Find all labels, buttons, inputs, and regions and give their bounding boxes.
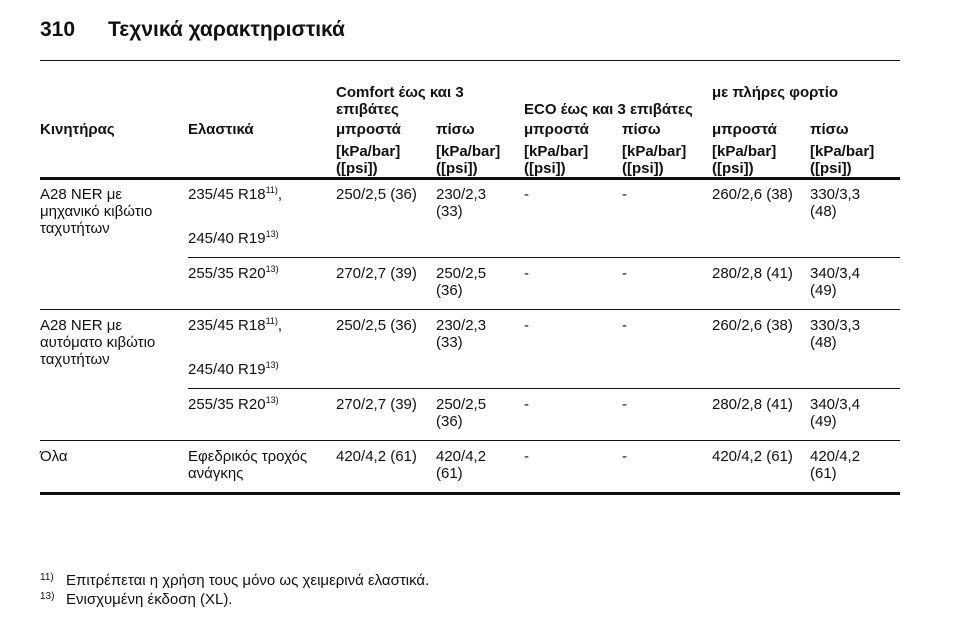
value-cell: 230/2,3 (33) xyxy=(436,317,487,351)
footnote-ref: 13) xyxy=(265,395,279,405)
tyre: 235/45 R18 xyxy=(188,186,266,203)
engine-cell: Όλα xyxy=(40,448,68,465)
value-cell: - xyxy=(622,396,627,413)
footnote-ref: 11) xyxy=(265,316,278,326)
group-header: ECO έως και 3 επιβάτες xyxy=(524,101,693,118)
engine-cell: A28 NER με μηχανικό κιβώτιο ταχυτήτων xyxy=(40,186,153,237)
footnote-mark: 13) xyxy=(40,591,55,602)
value-cell: 250/2,5 (36) xyxy=(436,396,487,430)
column-header: μπροστά xyxy=(524,121,589,138)
value-cell: - xyxy=(622,265,627,282)
unit-header: [kPa/bar] ([psi]) xyxy=(712,143,777,177)
tyre-cell: 245/40 R1913) xyxy=(188,360,328,379)
column-header: Κινητήρας xyxy=(40,121,115,138)
tyre: 235/45 R18 xyxy=(188,317,266,334)
value-cell: - xyxy=(622,317,627,334)
tyre: 245/40 R19 xyxy=(188,361,266,378)
tyre: 255/35 R20 xyxy=(188,265,266,282)
table-rule xyxy=(188,257,900,258)
tyre-cell: 235/45 R1811), xyxy=(188,185,328,204)
value-cell: 270/2,7 (39) xyxy=(336,265,417,282)
tyre-cell: 245/40 R1913) xyxy=(188,229,328,248)
value-cell: 230/2,3 (33) xyxy=(436,186,487,220)
value-cell: 260/2,6 (38) xyxy=(712,186,793,203)
column-header: μπροστά xyxy=(712,121,777,138)
value-cell: 280/2,8 (41) xyxy=(712,396,793,413)
column-header: πίσω xyxy=(436,121,475,138)
rule xyxy=(40,60,900,61)
value-cell: 420/4,2 (61) xyxy=(712,448,793,465)
footnote-ref: 13) xyxy=(265,360,279,370)
tyre: Εφεδρικός τροχός ανάγκης xyxy=(188,448,308,482)
group-header: με πλήρες φορτίο xyxy=(712,84,839,101)
tyre-cell: 235/45 R1811), xyxy=(188,316,328,335)
value-cell: 340/3,4 (49) xyxy=(810,396,861,430)
unit-header: [kPa/bar] ([psi]) xyxy=(622,143,687,177)
value-cell: - xyxy=(524,265,529,282)
tyre: 255/35 R20 xyxy=(188,396,266,413)
value-cell: 250/2,5 (36) xyxy=(336,317,417,334)
table-rule xyxy=(40,492,900,495)
punctuation: , xyxy=(277,186,283,203)
column-header: μπροστά xyxy=(336,121,401,138)
tyre-cell: Εφεδρικός τροχός ανάγκης xyxy=(188,448,328,482)
value-cell: 420/4,2 (61) xyxy=(436,448,487,482)
value-cell: - xyxy=(622,448,627,465)
group-header: Comfort έως και 3 επιβάτες xyxy=(336,84,464,118)
footnote-text: Ενισχυμένη έκδοση (XL). xyxy=(66,591,233,608)
column-header: Ελαστικά xyxy=(188,121,254,138)
punctuation: , xyxy=(277,317,283,334)
unit-header: [kPa/bar] ([psi]) xyxy=(436,143,501,177)
value-cell: 330/3,3 (48) xyxy=(810,186,861,220)
table-rule xyxy=(188,388,900,389)
value-cell: - xyxy=(524,186,529,203)
footnote-ref: 13) xyxy=(265,229,279,239)
unit-header: [kPa/bar] ([psi]) xyxy=(810,143,875,177)
unit-header: [kPa/bar] ([psi]) xyxy=(524,143,589,177)
tyre-cell: 255/35 R2013) xyxy=(188,395,328,414)
value-cell: 420/4,2 (61) xyxy=(810,448,861,482)
value-cell: 250/2,5 (36) xyxy=(436,265,487,299)
engine-cell: A28 NER με αυτόματο κιβώτιο ταχυτήτων xyxy=(40,317,156,368)
page-number: 310 xyxy=(40,18,76,41)
table-rule xyxy=(40,309,900,310)
value-cell: 260/2,6 (38) xyxy=(712,317,793,334)
column-header: πίσω xyxy=(622,121,661,138)
value-cell: 270/2,7 (39) xyxy=(336,396,417,413)
value-cell: - xyxy=(524,396,529,413)
column-header: πίσω xyxy=(810,121,849,138)
value-cell: 250/2,5 (36) xyxy=(336,186,417,203)
tyre: 245/40 R19 xyxy=(188,230,266,247)
value-cell: - xyxy=(524,317,529,334)
value-cell: - xyxy=(622,186,627,203)
value-cell: 420/4,2 (61) xyxy=(336,448,417,465)
value-cell: 280/2,8 (41) xyxy=(712,265,793,282)
unit-header: [kPa/bar] ([psi]) xyxy=(336,143,401,177)
table-rule xyxy=(40,177,900,180)
footnote-ref: 13) xyxy=(265,264,279,274)
value-cell: 340/3,4 (49) xyxy=(810,265,861,299)
footnote-ref: 11) xyxy=(265,185,278,195)
page-title: Τεχνικά χαρακτηριστικά xyxy=(108,18,345,41)
value-cell: - xyxy=(524,448,529,465)
table-rule xyxy=(40,440,900,441)
tyre-cell: 255/35 R2013) xyxy=(188,264,328,283)
value-cell: 330/3,3 (48) xyxy=(810,317,861,351)
footnote-mark: 11) xyxy=(40,572,54,583)
footnote-text: Επιτρέπεται η χρήση τους μόνο ως χειμερι… xyxy=(66,572,430,589)
